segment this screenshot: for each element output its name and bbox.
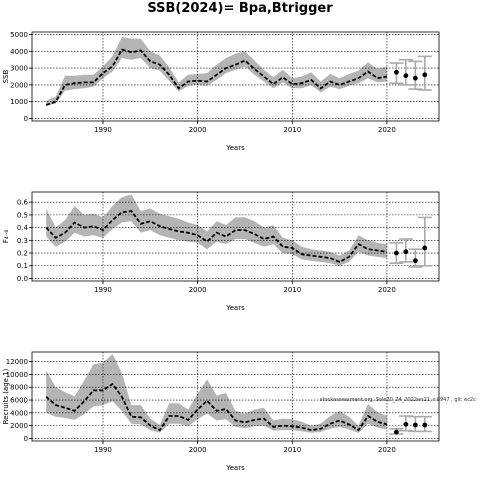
y-tick-label: 0.0 — [17, 275, 28, 283]
recruits-axes-frame — [31, 351, 440, 442]
x-tick-label: 2000 — [189, 126, 207, 134]
y-tick-label: 0 — [24, 115, 28, 123]
y-tick-label: 0.4 — [17, 224, 29, 232]
x-tick-label: 1990 — [94, 446, 112, 454]
fbar-confidence-band — [46, 194, 387, 266]
recruits-projection-point — [412, 422, 418, 428]
y-tick-label: 2000 — [10, 422, 28, 430]
ssb-x-axis-label: Years — [225, 144, 245, 152]
x-tick-label: 2020 — [378, 286, 396, 294]
fbar-projection-point — [422, 245, 428, 251]
y-tick-label: 2000 — [10, 81, 28, 89]
y-tick-label: 0.6 — [17, 199, 29, 207]
ssb-projection-point — [394, 69, 399, 75]
ssb-confidence-band — [46, 37, 387, 106]
figure-title: SSB(2024)= Bpa,Btrigger — [147, 1, 333, 16]
fbar-panel: 1990 2000 2010 2020 0.0 0.1 0.2 0.3 0.4 0.5 0.6 Yea… — [2, 191, 440, 312]
recruits-projection-point — [394, 429, 399, 435]
ssb-projection-point — [403, 73, 409, 79]
recruits-estimate-line — [45, 382, 388, 432]
y-tick-label: 0.5 — [17, 211, 28, 219]
assessment-annotation: stockassessment.org, Sole20_24_2022ws21,… — [320, 397, 476, 403]
y-tick-label: 3000 — [10, 65, 28, 73]
x-tick-label: 1990 — [94, 126, 112, 134]
fbar-estimate-line — [45, 210, 388, 263]
x-tick-label: 2000 — [189, 286, 207, 294]
x-tick-label: 1990 — [94, 286, 112, 294]
recruits-y-axis-label: Recruits (age 1) — [2, 368, 10, 424]
x-tick-label: 2010 — [283, 446, 301, 454]
ssb-axes-frame — [31, 31, 440, 122]
ssb-projection-point — [422, 72, 428, 78]
y-tick-label: 12000 — [6, 358, 28, 366]
y-tick-label: 0.3 — [17, 237, 28, 245]
fbar-y-axis-label: F₄₋₈ — [2, 230, 10, 244]
recruits-projection-point — [422, 422, 428, 428]
x-tick-label: 2010 — [283, 286, 301, 294]
y-tick-label: 0 — [24, 435, 28, 443]
y-tick-label: 4000 — [10, 409, 28, 417]
x-tick-label: 2010 — [283, 126, 301, 134]
y-tick-label: 0.2 — [17, 250, 28, 258]
y-tick-label: 5000 — [10, 31, 28, 39]
x-tick-label: 2020 — [378, 126, 396, 134]
y-tick-label: 6000 — [10, 397, 28, 405]
fbar-projection-point — [412, 258, 418, 264]
recruits-x-axis-label: Years — [225, 464, 245, 472]
fbar-x-axis-label: Years — [225, 304, 245, 312]
recruits-confidence-band — [46, 353, 387, 433]
x-tick-label: 2020 — [378, 446, 396, 454]
fbar-projection-point — [403, 249, 409, 255]
x-tick-label: 2000 — [189, 446, 207, 454]
ssb-panel: 1990 2000 2010 2020 0 1000 2000 3000 4000 5000 Yea… — [2, 31, 440, 152]
y-tick-label: 8000 — [10, 384, 28, 392]
ssb-estimate-line — [45, 48, 388, 106]
recruits-projection-point — [403, 421, 409, 427]
ssb-y-axis-label: SSB — [2, 69, 10, 83]
fbar-axes-frame — [31, 191, 440, 282]
y-tick-label: 4000 — [10, 48, 28, 56]
ssb-projection-point — [412, 75, 418, 81]
y-tick-label: 1000 — [10, 98, 28, 106]
y-tick-label: 10000 — [6, 371, 28, 379]
fbar-projection-point — [394, 250, 399, 256]
recruits-panel: 1990 2000 2010 2020 0 2000 4000 6000 8000 10000 12… — [2, 351, 440, 472]
y-tick-label: 0.1 — [17, 262, 28, 270]
